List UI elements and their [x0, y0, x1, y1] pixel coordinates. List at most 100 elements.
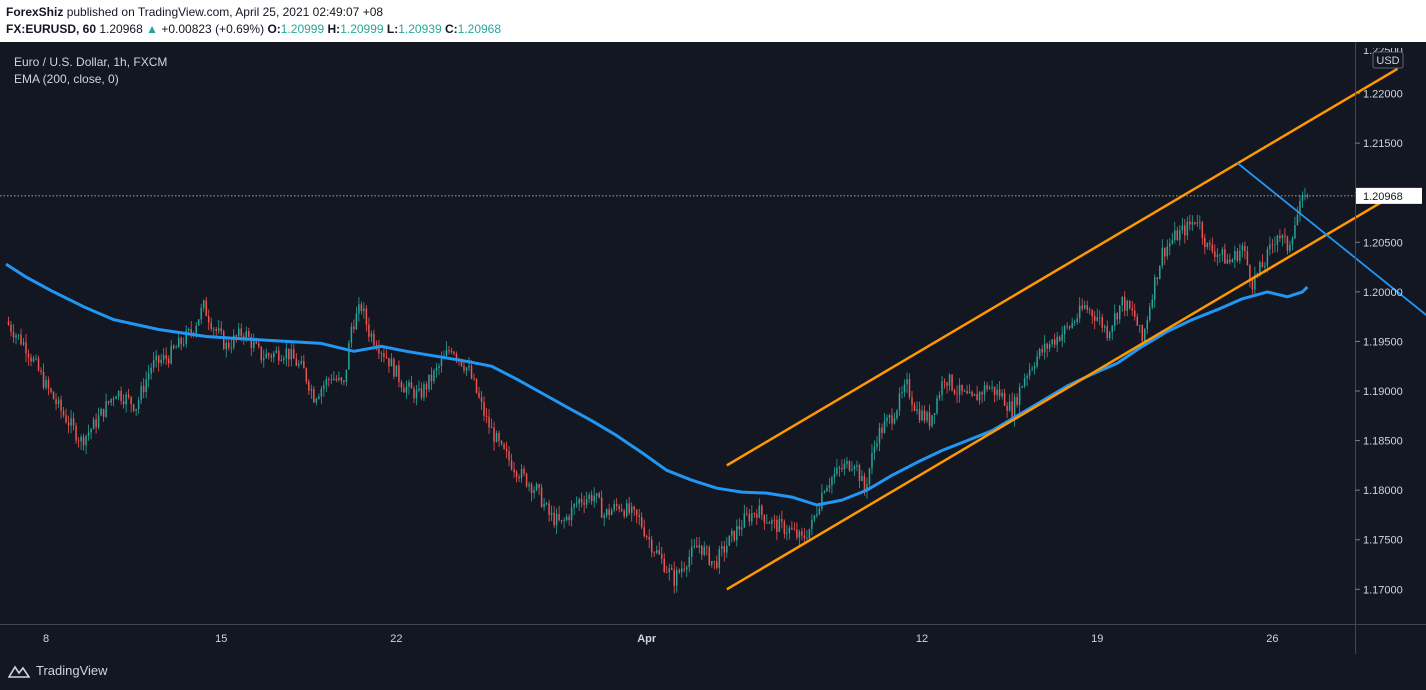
candle-body [1043, 343, 1046, 353]
candle-body [1239, 250, 1241, 261]
candle-body [47, 379, 50, 389]
candle-body [385, 356, 388, 358]
candle-body [275, 350, 278, 353]
candle-body [1083, 305, 1086, 309]
candle-body [801, 531, 803, 536]
candle-body [1174, 230, 1176, 241]
candle-body [300, 361, 303, 364]
candle-body [1194, 222, 1196, 224]
candle-body [430, 374, 433, 382]
candle-body [863, 475, 866, 491]
ema-line [5, 262, 1309, 507]
candle-body [20, 334, 22, 345]
open-value: 1.20999 [280, 22, 325, 36]
candle-body [1206, 242, 1209, 247]
candle-body [1261, 262, 1264, 268]
candle-body [533, 489, 535, 494]
candle-body [135, 408, 137, 411]
candle-body [908, 379, 911, 398]
candle-body [608, 509, 610, 515]
candle-body [938, 395, 941, 399]
brand-text: TradingView [36, 663, 108, 678]
candle-body [703, 547, 706, 555]
candle-body [15, 335, 17, 338]
candle-body [728, 535, 731, 546]
candle-body [413, 388, 415, 399]
candle-body [675, 570, 678, 586]
candle-body [478, 392, 480, 398]
candle-body [373, 333, 375, 346]
candle-body [543, 503, 545, 507]
candle-body [958, 384, 961, 395]
candle-body [303, 361, 305, 369]
candle-body [27, 353, 30, 358]
high-value: 1.20999 [340, 22, 384, 36]
candle-body [933, 413, 936, 416]
change-text: +0.00823 (+0.69%) [161, 22, 265, 36]
price-tick-label: 1.20500 [1363, 237, 1403, 249]
series-title[interactable]: Euro / U.S. Dollar, 1h, FXCM [14, 55, 168, 69]
candle-body [115, 396, 117, 400]
candle-body [360, 304, 363, 312]
candle-body [195, 325, 197, 334]
candle-body [1271, 244, 1274, 246]
candle-body [1134, 310, 1136, 317]
author-name[interactable]: ForexShiz [6, 5, 64, 19]
candle-body [1204, 237, 1206, 247]
candle-body [623, 510, 625, 517]
candle-body [595, 493, 598, 496]
publish-header: ForexShiz published on TradingView.com, … [0, 0, 1426, 42]
candle-body [475, 378, 478, 393]
indicator-title[interactable]: EMA (200, close, 0) [14, 72, 119, 86]
candle-body [881, 427, 883, 434]
candle-body [848, 461, 851, 471]
candle-body [1266, 249, 1269, 266]
candle-body [30, 357, 32, 362]
candle-body [748, 514, 751, 522]
candle-body [653, 552, 655, 554]
open-label: O: [267, 22, 281, 36]
candle-body [903, 384, 906, 393]
candle-body [535, 484, 538, 490]
candle-body [738, 526, 741, 530]
last-price-badge-label: 1.20968 [1363, 191, 1403, 203]
candle-body [681, 568, 683, 573]
candle-body [993, 386, 996, 395]
candle-body [1254, 274, 1256, 290]
candle-body [858, 465, 861, 482]
candle-body [928, 412, 931, 427]
candle-body [911, 397, 913, 405]
candle-body [1236, 250, 1239, 261]
candle-body [650, 539, 653, 553]
candle-body [1139, 325, 1141, 327]
candle-body [187, 329, 190, 331]
candle-body [588, 494, 590, 500]
candle-body [693, 545, 696, 547]
candle-body [170, 345, 172, 364]
price-chart[interactable]: 1.220001.215001.210001.205001.200001.195… [0, 42, 1426, 654]
currency-badge[interactable] [1372, 51, 1404, 69]
candle-body [105, 401, 107, 417]
candle-body [893, 418, 896, 424]
tradingview-icon [8, 665, 30, 678]
candle-body [921, 410, 923, 421]
candle-body [530, 484, 533, 494]
tradingview-logo[interactable]: TradingView [8, 663, 108, 678]
candle-body [1093, 316, 1096, 321]
candle-body [1214, 251, 1216, 257]
chart-area[interactable]: 1.220001.215001.210001.205001.200001.195… [0, 42, 1426, 654]
time-tick-label: 22 [390, 633, 402, 645]
candle-body [207, 316, 210, 323]
candle-body [253, 341, 255, 348]
candle-body [568, 516, 570, 520]
candle-body [1304, 195, 1306, 197]
candle-body [528, 484, 530, 487]
candle-body [1023, 378, 1026, 387]
candle-body [1131, 308, 1134, 311]
candle-body [505, 448, 508, 452]
candle-body [345, 369, 348, 382]
candle-body [678, 570, 680, 573]
candle-body [1046, 343, 1048, 349]
candle-body [625, 503, 628, 517]
candle-body [763, 514, 766, 523]
